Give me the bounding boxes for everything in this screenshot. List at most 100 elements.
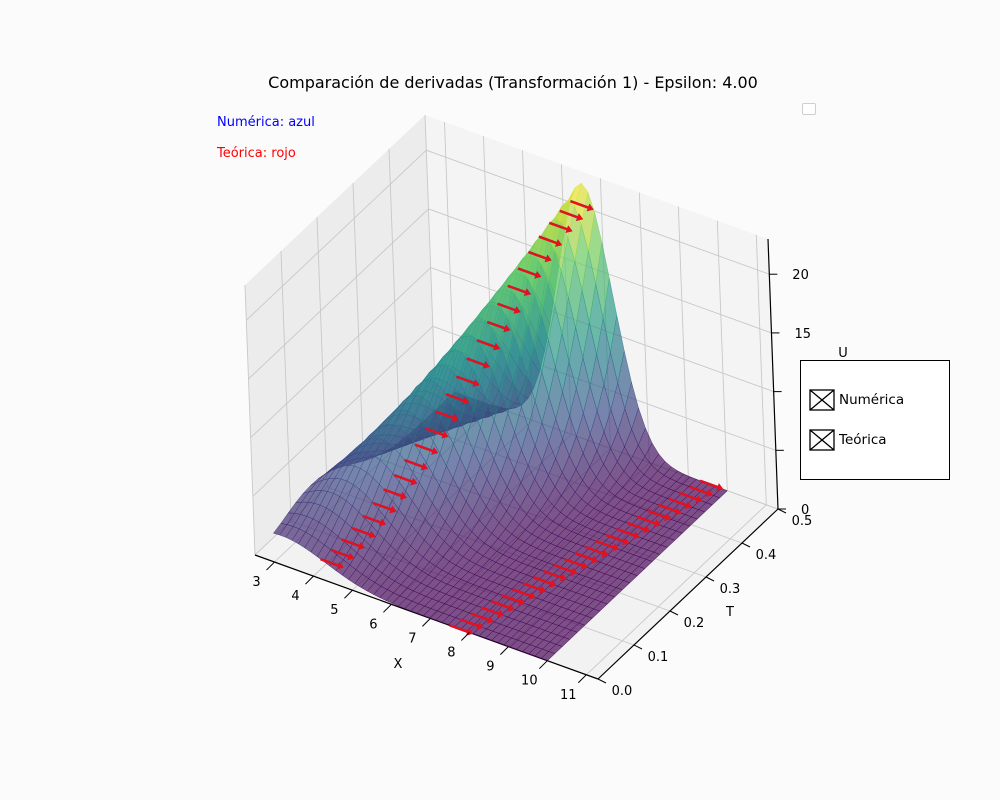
- grid-line: [426, 149, 770, 275]
- arrow-teorica: [616, 527, 640, 539]
- arrow-teorica: [647, 509, 672, 521]
- x-tick-label: 6: [369, 617, 377, 632]
- arrow-teorica: [393, 474, 418, 486]
- arrow-teorica: [574, 551, 599, 564]
- x-tick-mark: [461, 632, 470, 641]
- grid-line: [248, 208, 429, 380]
- x-tick-label: 5: [330, 603, 338, 618]
- z-tick-label: 0: [801, 503, 809, 518]
- arrow-teorica: [605, 533, 630, 546]
- grid-line: [244, 284, 256, 556]
- x-tick-label: 4: [291, 589, 299, 604]
- y-tick-mark: [597, 678, 607, 684]
- grid-line: [250, 267, 431, 438]
- x-tick-mark: [305, 575, 314, 585]
- legend: Numérica Teórica: [800, 360, 950, 480]
- grid-line: [280, 250, 292, 522]
- x-tick-mark: [422, 618, 431, 627]
- arrow-teorica: [476, 339, 501, 351]
- grid-line: [424, 114, 436, 386]
- z-axis-label: U: [838, 346, 848, 361]
- arrow-teorica: [459, 618, 484, 630]
- grid-line: [755, 234, 767, 505]
- x-tick-mark: [344, 589, 353, 599]
- grid-line: [677, 206, 689, 477]
- arrow-teorica: [595, 539, 619, 552]
- arrow-teorica: [480, 606, 505, 618]
- arrow-teorica: [383, 488, 407, 500]
- x-tick-mark: [538, 660, 548, 670]
- arrow-teorica: [528, 250, 552, 263]
- arrow-teorica: [486, 320, 511, 333]
- z-tick-label: 15: [794, 327, 811, 342]
- y-tick-label: 0.3: [720, 582, 741, 597]
- arrow-teorica: [320, 557, 344, 570]
- arrow-teorica: [522, 582, 546, 594]
- grid-line: [388, 148, 400, 420]
- legend-item-teorica: Teórica: [809, 428, 887, 452]
- arrow-teorica: [517, 267, 542, 279]
- grid-line: [252, 325, 434, 497]
- x-tick-mark: [266, 561, 275, 571]
- arrow-teorica: [362, 514, 386, 527]
- arrow-teorica: [507, 284, 531, 296]
- arrow-teorica: [491, 600, 515, 612]
- x-tick-label: 7: [408, 631, 416, 646]
- arrow-teorica: [501, 594, 526, 606]
- chart-title: Comparación de derivadas (Transformación…: [268, 73, 758, 92]
- y-tick-label: 0.4: [756, 548, 777, 563]
- x-tick-mark: [499, 646, 509, 655]
- arrow-teorica: [538, 235, 563, 247]
- annotation-numerica: Numérica: azul: [217, 115, 315, 130]
- arrow-teorica: [351, 527, 376, 539]
- grid-line: [638, 192, 650, 463]
- arrow-teorica: [553, 563, 578, 576]
- legend-label-numerica: Numérica: [839, 392, 905, 408]
- side-pane: [245, 115, 435, 555]
- x-tick-label: 10: [521, 674, 538, 689]
- surface-patch: [273, 523, 288, 536]
- y-tick-mark: [705, 576, 715, 582]
- x-tick-label: 8: [447, 646, 455, 661]
- axis-ticks: 3 4 5 6 7 8 9 10 11 0.0 0.1 0.2 0.3 0.4 0.50 15 20: [252, 268, 812, 703]
- arrow-teorica: [678, 491, 703, 503]
- arrow-teorica: [570, 199, 594, 212]
- arrow-teorica: [404, 459, 428, 471]
- z-tick-label: 20: [792, 268, 809, 283]
- grid-line: [245, 149, 427, 321]
- arrow-teorica: [699, 479, 724, 491]
- arrow-teorica: [512, 588, 536, 600]
- arrow-teorica: [466, 357, 490, 369]
- arrow-teorica: [564, 557, 588, 570]
- grid-line: [585, 504, 767, 676]
- grid-line: [352, 182, 364, 454]
- arrow-teorica: [435, 410, 459, 422]
- arrow-teorica: [548, 221, 573, 233]
- arrow-teorica: [445, 393, 470, 405]
- y-tick-mark: [669, 610, 679, 616]
- arrow-teorica: [584, 545, 609, 558]
- arrow-teorica: [341, 538, 365, 550]
- arrow-teorica: [689, 485, 713, 497]
- arrow-teorica: [455, 375, 480, 387]
- x-axis-label: X: [394, 657, 403, 672]
- annotation-teorica: Teórica: rojo: [217, 146, 296, 161]
- y-tick-label: 0.2: [684, 616, 705, 631]
- grid-line: [716, 220, 728, 491]
- arrow-teorica: [668, 497, 692, 509]
- y-tick-label: 0.1: [648, 650, 669, 665]
- y-tick-label: 0.0: [612, 684, 633, 699]
- arrow-teorica: [330, 548, 355, 561]
- x-tick-mark: [577, 674, 587, 684]
- x-tick-label: 3: [252, 575, 260, 590]
- arrow-teorica: [532, 576, 557, 588]
- x-tick-mark: [383, 603, 392, 613]
- x-tick-label: 9: [486, 660, 494, 675]
- y-axis-label: T: [725, 605, 734, 620]
- arrow-teorica: [424, 427, 449, 439]
- arrow-teorica: [414, 443, 439, 455]
- y-axis-line: [597, 508, 779, 680]
- arrow-teorica: [470, 612, 494, 624]
- arrow-teorica: [626, 521, 651, 533]
